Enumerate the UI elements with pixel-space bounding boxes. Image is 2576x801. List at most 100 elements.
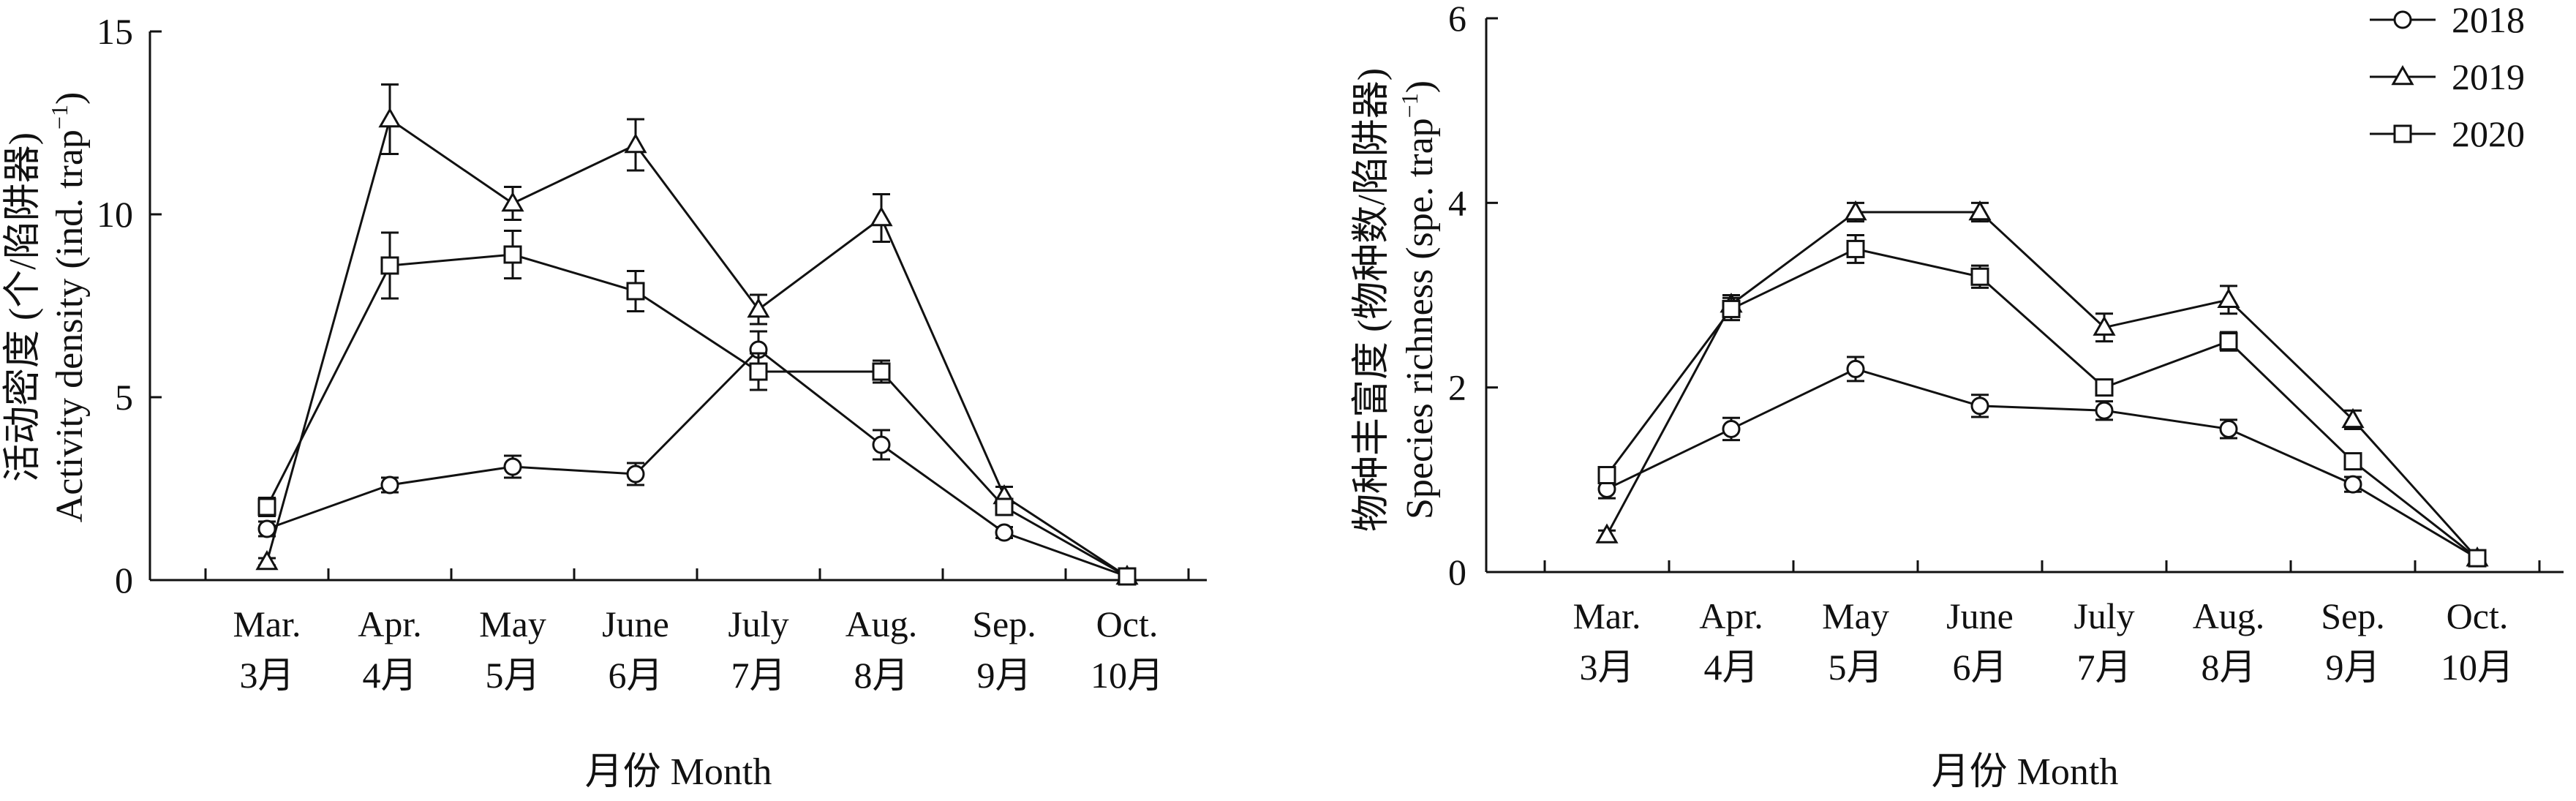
x-tick-label-zh: 7月: [2077, 647, 2132, 688]
data-point-2019: [747, 297, 770, 318]
x-tick-label: Aug.: [846, 603, 918, 644]
chart-panel-2: 0 2 4 6 Mar. 3月 Apr. 4月 May 5月 June 6月 July 7月 Aug. 8月 S…: [1351, 0, 2564, 793]
data-point-2018: [1970, 396, 1989, 415]
x-tick-label: July: [728, 603, 788, 644]
data-point-2018: [380, 475, 399, 494]
x-tick-label-zh: 6月: [609, 655, 663, 696]
data-point-2019: [1595, 523, 1619, 544]
series-2019: [1595, 200, 2489, 567]
data-point-2020: [257, 497, 276, 516]
data-point-2020: [1118, 567, 1137, 586]
x-tick-label-zh: 5月: [486, 655, 541, 696]
legend-label-2019: 2019: [2452, 56, 2525, 97]
data-point-2020: [2219, 332, 2238, 351]
x-tick-label: July: [2074, 595, 2134, 636]
x-tick-label: Apr.: [1699, 595, 1763, 636]
data-point-2020: [749, 362, 768, 381]
x-tick-label-zh: 8月: [2202, 647, 2256, 688]
legend-label-2020: 2020: [2452, 113, 2525, 154]
data-point-2018: [2095, 401, 2114, 420]
data-point-2019: [378, 107, 402, 128]
x-tick-label-zh: 3月: [240, 655, 295, 696]
series-line-2018: [1606, 367, 2478, 560]
x-tick-label-zh: 5月: [1829, 647, 1883, 688]
x-tick-label-zh: 4月: [1704, 647, 1759, 688]
y-tick-label: 0: [115, 560, 133, 601]
y-axis-label-en: Species richness (spe. trap−1): [1396, 80, 1441, 519]
x-tick-label: Sep.: [2321, 595, 2385, 636]
x-tick-label: May: [479, 603, 546, 644]
data-point-2019: [2341, 407, 2365, 429]
y-tick-label: 6: [1448, 0, 1466, 39]
x-tick-label: Oct.: [1096, 603, 1159, 644]
data-point-2020: [872, 362, 891, 381]
data-point-2020: [1597, 466, 1616, 485]
data-point-2020: [1846, 239, 1865, 258]
x-tick-label: June: [602, 603, 669, 644]
y-tick-label: 2: [1448, 367, 1466, 408]
x-tick-label: Apr.: [358, 603, 422, 644]
data-point-2018: [2219, 419, 2238, 438]
x-tick-label: Oct.: [2447, 595, 2509, 636]
data-point-2020: [503, 245, 522, 264]
y-axis-label-en-close: ): [49, 92, 91, 105]
series-2018: [257, 330, 1137, 586]
data-point-2020: [2343, 452, 2362, 471]
series-2020: [1597, 233, 2487, 568]
y-axis-label-zh: 活动密度 (个/陷阱器): [2, 132, 44, 482]
data-point-2019: [2093, 315, 2116, 336]
series-2020: [257, 230, 1137, 586]
legend-marker-2020: [2393, 124, 2412, 143]
x-tick-label-zh: 4月: [363, 655, 418, 696]
data-point-2019: [255, 549, 279, 571]
data-point-2018: [626, 465, 645, 484]
legend: 2018 2019 2020: [2370, 0, 2525, 154]
series-line-2019: [265, 117, 1128, 578]
legend-label-2018: 2018: [2452, 0, 2525, 40]
data-point-2019: [1844, 200, 1867, 221]
y-axis-label-zh: 物种丰富度 (物种数/陷阱器): [1351, 68, 1393, 532]
x-tick-label-zh: 3月: [1580, 647, 1635, 688]
y-tick-label: 15: [97, 11, 133, 52]
x-tick-label-zh: 9月: [977, 655, 1032, 696]
y-tick-label: 4: [1448, 182, 1466, 223]
x-tick-label: June: [1946, 595, 2014, 636]
legend-marker-2019: [2391, 64, 2414, 86]
data-point-2019: [624, 132, 647, 154]
series-line-2019: [1605, 211, 2479, 560]
x-tick-label: Mar.: [1573, 595, 1641, 636]
series-line-2020: [1605, 247, 2478, 560]
series-line-2018: [266, 348, 1128, 578]
data-point-2018: [2343, 475, 2362, 494]
y-tick-label: 5: [115, 377, 133, 418]
y-axis-label-en-main: Species richness (spe. trap: [1399, 118, 1441, 519]
x-tick-label-zh: 10月: [2441, 647, 2514, 688]
y-tick-label: 10: [97, 194, 133, 235]
data-point-2018: [1846, 359, 1865, 378]
data-point-2020: [2468, 549, 2487, 568]
data-point-2018: [995, 523, 1014, 542]
data-point-2019: [501, 191, 524, 212]
x-tick-label-zh: 9月: [2326, 647, 2381, 688]
data-point-2020: [626, 282, 645, 301]
data-point-2019: [1968, 200, 1992, 221]
data-point-2019: [2217, 287, 2240, 309]
legend-marker-2018: [2393, 10, 2412, 29]
data-point-2018: [1722, 419, 1741, 438]
x-tick-label-zh: 7月: [731, 655, 786, 696]
x-tick-label: Aug.: [2193, 595, 2265, 636]
y-tick-label: 0: [1448, 552, 1466, 593]
y-axis-label-en-sup: −1: [46, 105, 72, 129]
x-tick-label-zh: 10月: [1091, 655, 1164, 696]
data-point-2020: [1970, 267, 1989, 286]
y-axis-label-en-sup: −1: [1396, 93, 1423, 118]
chart-panel-1: 0 5 10 15 Mar. 3月 Apr. 4月 May 5月 June 6月 July 7月 Aug. 8…: [2, 11, 1207, 793]
data-point-2020: [380, 256, 399, 275]
data-point-2020: [995, 497, 1014, 516]
x-tick-label: May: [1822, 595, 1889, 636]
data-point-2020: [2095, 378, 2114, 397]
data-point-2019: [870, 206, 893, 227]
y-axis-label-en-main: Activity density (ind. trap: [49, 129, 91, 522]
x-axis-label: 月份 Month: [585, 751, 772, 793]
